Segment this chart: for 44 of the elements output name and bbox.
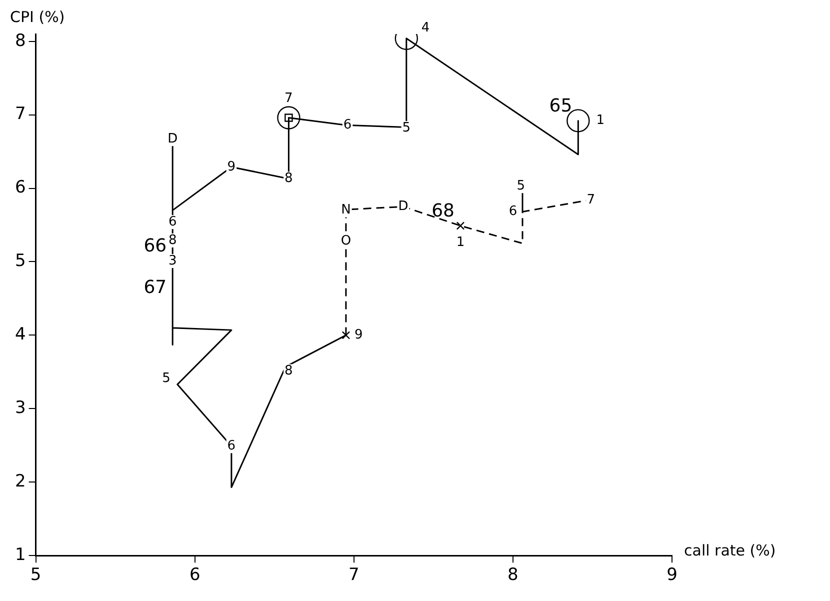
annotation: 4 (421, 20, 430, 36)
annotation: O (340, 234, 352, 249)
y-axis-title: CPI (%) (10, 8, 65, 26)
annotation: 7 (284, 91, 293, 106)
annotation: D (168, 131, 178, 146)
annotation: 67 (144, 276, 167, 298)
annotation: N (341, 202, 351, 218)
annotation: 1 (456, 235, 465, 250)
annotation: 9 (354, 328, 363, 343)
annotation: 8 (284, 171, 293, 186)
annotation: 5 (516, 178, 526, 194)
x-tick-label: 7 (348, 565, 360, 586)
annotation: 68 (432, 200, 454, 222)
annotation: 8 (284, 364, 293, 379)
annotation: 9 (227, 159, 236, 174)
annotation: 5 (402, 120, 411, 136)
x-tick-label: 9 (666, 565, 678, 586)
point (456, 222, 465, 230)
y-tick-label: 3 (14, 398, 26, 418)
point (277, 106, 300, 130)
point (342, 331, 350, 340)
x-tick-label: 6 (189, 565, 200, 586)
y-tick-label: 1 (14, 545, 26, 566)
x-axis-title: call rate (%) (684, 541, 776, 560)
annotation: 65 (549, 95, 572, 116)
annotation: 3 (168, 253, 177, 268)
y-tick-label: 4 (14, 324, 26, 345)
annotation: 1 (596, 113, 605, 128)
y-tick-label: 5 (14, 251, 26, 272)
annotation: 5 (162, 370, 170, 386)
annotation: 6 (227, 438, 236, 454)
annotation: 7 (586, 192, 596, 208)
y-tick-label: 6 (14, 178, 26, 198)
annotation: 6 (508, 204, 518, 220)
annotation: 66 (144, 236, 167, 257)
x-tick-label: 8 (508, 565, 518, 586)
annotation: 6 (168, 214, 177, 230)
annotation: D (398, 199, 408, 214)
x-tick-label: 5 (30, 565, 42, 586)
y-tick-label: 8 (14, 30, 26, 51)
annotation: 8 (168, 232, 177, 248)
y-tick-label: 7 (14, 104, 26, 124)
y-tick-label: 2 (14, 472, 26, 492)
annotation: 6 (343, 117, 352, 132)
